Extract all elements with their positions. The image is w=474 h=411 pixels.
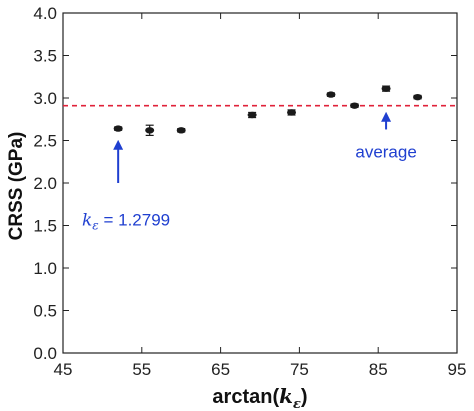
annotations: kε = 1.2799 average (82, 111, 417, 233)
x-tick-label: 75 (290, 360, 309, 379)
point-marker (350, 102, 360, 109)
y-tick-label: 1.0 (33, 259, 57, 278)
point-marker (413, 93, 423, 101)
point-marker (113, 125, 123, 132)
k-value-label: kε = 1.2799 (82, 211, 170, 233)
x-tick-label: 65 (211, 360, 230, 379)
point-marker (176, 127, 186, 134)
k-symbol: k (82, 211, 92, 231)
point-marker (145, 127, 155, 134)
y-axis-title: CRSS (GPa) (6, 132, 27, 241)
x-axis-title-subscript: ε (293, 397, 301, 411)
plot-frame (62, 12, 458, 354)
data-point (145, 124, 155, 136)
x-tick-label: 55 (132, 360, 151, 379)
data-point (350, 102, 360, 109)
point-marker (326, 91, 336, 98)
k-value-text: = 1.2799 (99, 211, 170, 230)
x-axis-title-text: arctan( (212, 386, 279, 408)
k-subscript: ε (92, 219, 98, 233)
data-point (381, 85, 391, 92)
plot-border (62, 12, 458, 354)
y-tick-label: 1.5 (33, 217, 57, 236)
data-point (287, 109, 297, 116)
data-points (113, 85, 423, 136)
x-tick-label: 45 (54, 360, 73, 379)
average-label: average (355, 143, 416, 162)
point-marker (381, 85, 391, 92)
point-marker (287, 109, 297, 116)
data-point (247, 111, 257, 119)
x-axis-title: arctan(kε) (212, 384, 307, 411)
x-axis-title-symbol: k (279, 384, 293, 408)
y-tick-label: 3.5 (33, 47, 57, 66)
x-tick-label: 95 (448, 360, 467, 379)
data-point (113, 125, 123, 132)
y-tick-label: 2.5 (33, 132, 57, 151)
y-axis: 0.0 0.5 1.0 1.5 2.0 2.5 3.0 3.5 4.0 (33, 4, 457, 363)
y-tick-label: 0.0 (33, 344, 57, 363)
x-axis-title-close: ) (301, 386, 308, 408)
data-point (326, 91, 336, 98)
point-marker (247, 111, 257, 119)
y-tick-label: 4.0 (33, 4, 57, 23)
y-tick-label: 0.5 (33, 302, 57, 321)
x-axis: 45 55 65 75 85 95 (54, 13, 467, 379)
data-point (413, 93, 423, 101)
x-tick-label: 85 (369, 360, 388, 379)
y-tick-label: 3.0 (33, 89, 57, 108)
data-point (176, 127, 186, 134)
y-tick-label: 2.0 (33, 174, 57, 193)
